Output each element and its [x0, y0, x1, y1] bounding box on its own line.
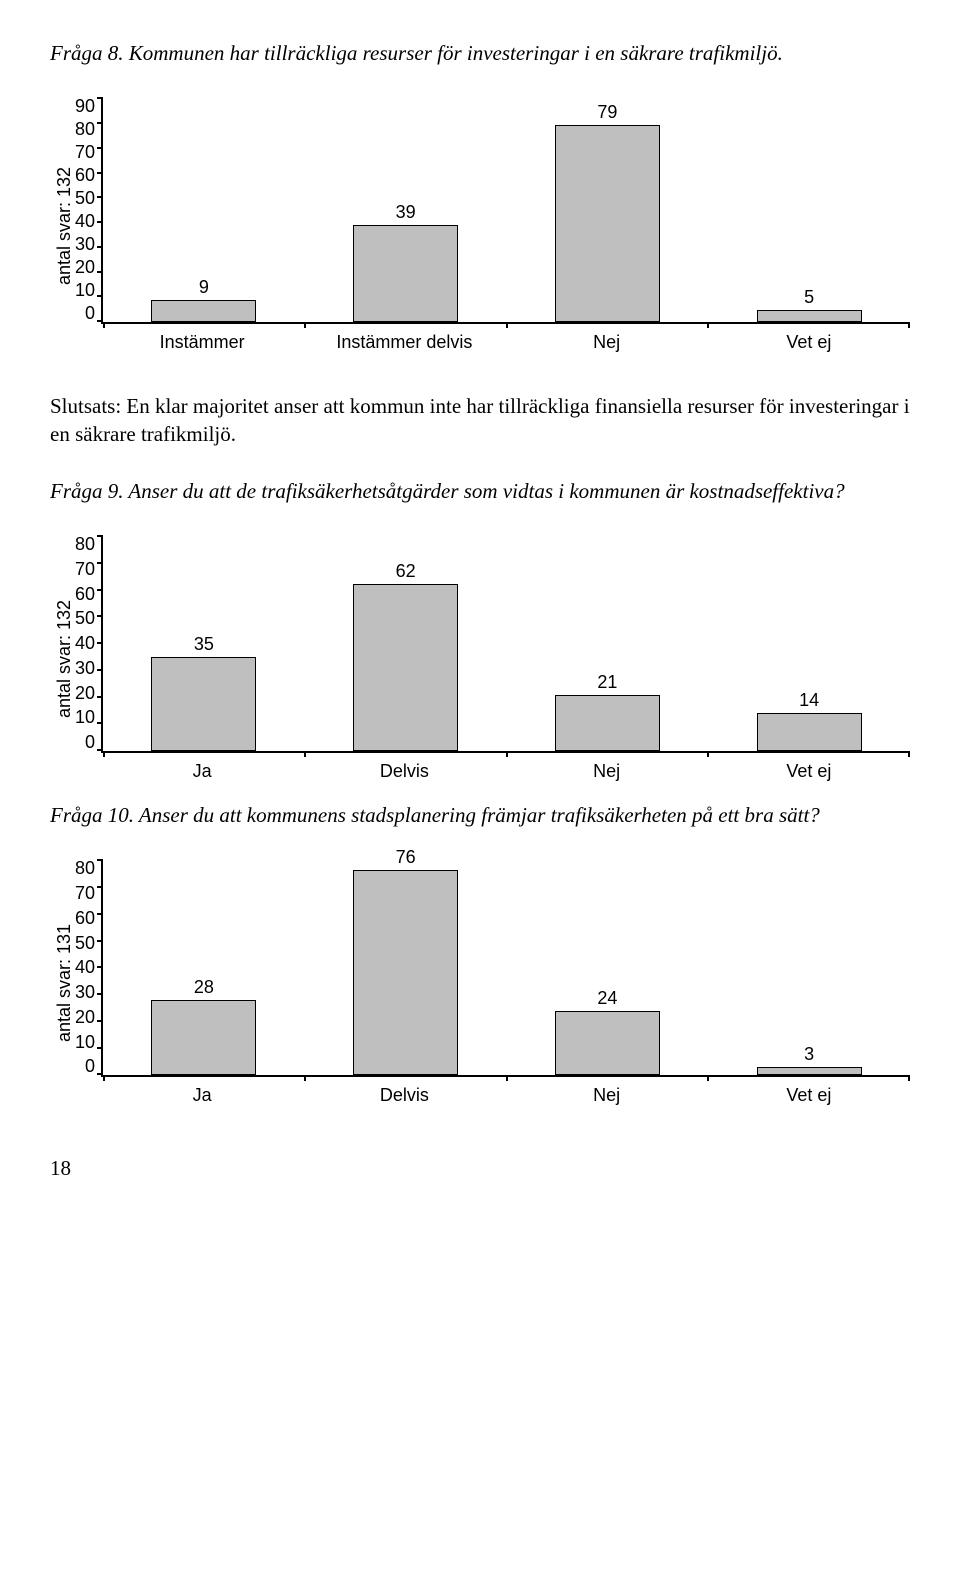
chart-q8: antal svar: 1329080706050403020100939795… — [50, 97, 910, 353]
bar-column: 62 — [305, 562, 507, 751]
bar-column: 5 — [708, 288, 910, 323]
bar-column: 21 — [507, 673, 709, 752]
bar-value-label: 39 — [396, 203, 416, 221]
x-axis-label: Nej — [506, 761, 708, 782]
question-10-title: Fråga 10. Anser du att kommunens stadspl… — [50, 802, 910, 829]
plot-area: 2876243 — [101, 859, 910, 1077]
bar-value-label: 79 — [597, 103, 617, 121]
bar — [151, 1000, 256, 1076]
x-axis-label: Delvis — [303, 761, 505, 782]
chart-q10: antal svar: 131807060504030201002876243J… — [50, 859, 910, 1106]
question-9-title: Fråga 9. Anser du att de trafiksäkerhets… — [50, 478, 910, 505]
x-axis-label: Nej — [506, 1085, 708, 1106]
bar-value-label: 28 — [194, 978, 214, 996]
bar — [757, 713, 862, 751]
y-axis-label: antal svar: 132 — [50, 113, 75, 338]
bar — [555, 125, 660, 323]
x-axis-labels: JaDelvisNejVet ej — [101, 1085, 910, 1106]
bar-column: 9 — [103, 278, 305, 323]
bar — [353, 584, 458, 751]
x-axis-label: Instämmer — [101, 332, 303, 353]
bar-value-label: 35 — [194, 635, 214, 653]
bar-column: 3 — [708, 1045, 910, 1075]
bar — [757, 1067, 862, 1075]
bar — [555, 1011, 660, 1076]
bar — [151, 300, 256, 323]
x-axis-label: Delvis — [303, 1085, 505, 1106]
x-axis-label: Vet ej — [708, 332, 910, 353]
question-8-title: Fråga 8. Kommunen har tillräckliga resur… — [50, 40, 910, 67]
bar — [757, 310, 862, 323]
bar-value-label: 3 — [804, 1045, 814, 1063]
bar-column: 14 — [708, 691, 910, 751]
bar — [151, 657, 256, 752]
bar-value-label: 14 — [799, 691, 819, 709]
x-axis-labels: JaDelvisNejVet ej — [101, 761, 910, 782]
x-axis-label: Nej — [506, 332, 708, 353]
plot-area: 9 39 79 5 — [101, 97, 910, 324]
bar-value-label: 24 — [597, 989, 617, 1007]
bar-value-label: 62 — [396, 562, 416, 580]
bar-value-label: 21 — [597, 673, 617, 691]
plot-area: 35 62 21 14 — [101, 535, 910, 753]
y-axis-label: antal svar: 132 — [50, 551, 75, 767]
x-axis-label: Vet ej — [708, 761, 910, 782]
page-number: 18 — [50, 1156, 910, 1181]
bar-value-label: 76 — [396, 848, 416, 866]
x-axis-label: Ja — [101, 1085, 303, 1106]
bar-column: 76 — [305, 848, 507, 1075]
bar-column: 24 — [507, 989, 709, 1076]
x-axis-label: Vet ej — [708, 1085, 910, 1106]
bar-column: 35 — [103, 635, 305, 752]
bar-column: 39 — [305, 203, 507, 323]
x-axis-label: Ja — [101, 761, 303, 782]
bar-value-label: 9 — [199, 278, 209, 296]
chart-q9: antal svar: 1328070605040302010035622114… — [50, 535, 910, 782]
bar-column: 28 — [103, 978, 305, 1076]
bar-value-label: 5 — [804, 288, 814, 306]
bar — [353, 225, 458, 323]
x-axis-labels: InstämmerInstämmer delvisNejVet ej — [101, 332, 910, 353]
x-axis-label: Instämmer delvis — [303, 332, 505, 353]
slutsats-q8: Slutsats: En klar majoritet anser att ko… — [50, 393, 910, 448]
bar-column: 79 — [507, 103, 709, 323]
y-axis-label: antal svar: 131 — [50, 875, 75, 1091]
bar — [555, 695, 660, 752]
bar — [353, 870, 458, 1075]
